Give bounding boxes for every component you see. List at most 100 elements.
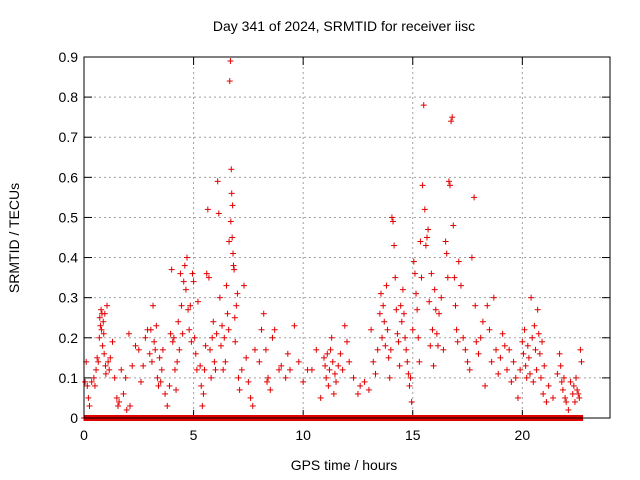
- data-point: [102, 362, 109, 369]
- data-point: [230, 262, 237, 269]
- data-point: [385, 354, 392, 361]
- data-point: [466, 366, 473, 373]
- data-point: [98, 306, 105, 313]
- data-point: [449, 114, 456, 121]
- data-point: [421, 206, 428, 213]
- data-point: [454, 338, 461, 345]
- data-point: [396, 362, 403, 369]
- data-point: [419, 182, 426, 189]
- data-point: [523, 374, 530, 381]
- data-point: [230, 250, 237, 257]
- data-point: [457, 282, 464, 289]
- data-point: [527, 370, 534, 377]
- data-point: [570, 382, 577, 389]
- data-point: [223, 282, 230, 289]
- data-point: [533, 366, 540, 373]
- data-point: [238, 366, 245, 373]
- data-point: [213, 330, 220, 337]
- data-point: [96, 314, 103, 321]
- data-point: [282, 374, 289, 381]
- data-point: [537, 374, 544, 381]
- data-point: [443, 250, 450, 257]
- data-point: [220, 366, 227, 373]
- data-point: [295, 358, 302, 365]
- data-point: [433, 330, 440, 337]
- data-point: [227, 218, 234, 225]
- data-point: [531, 322, 538, 329]
- data-point: [543, 398, 550, 405]
- data-point: [554, 370, 561, 377]
- data-point: [156, 354, 163, 361]
- data-point: [123, 406, 130, 413]
- data-point: [528, 294, 535, 301]
- x-axis-label: GPS time / hours: [291, 457, 398, 473]
- data-point: [249, 402, 256, 409]
- data-point: [226, 78, 233, 85]
- data-point: [97, 322, 104, 329]
- data-point: [471, 194, 478, 201]
- data-point: [91, 382, 98, 389]
- data-point: [330, 390, 337, 397]
- data-point: [346, 358, 353, 365]
- data-point: [95, 358, 102, 365]
- data-point: [217, 342, 224, 349]
- data-point: [227, 58, 234, 65]
- data-point: [399, 286, 406, 293]
- data-point: [140, 362, 147, 369]
- data-point: [137, 378, 144, 385]
- data-point: [405, 370, 412, 377]
- data-point: [339, 366, 346, 373]
- data-point: [395, 338, 402, 345]
- data-point: [431, 286, 438, 293]
- y-tick-label: 0.6: [59, 169, 79, 185]
- data-point: [190, 278, 197, 285]
- data-point: [88, 378, 95, 385]
- y-tick-label: 0.9: [59, 49, 79, 65]
- data-point: [243, 354, 250, 361]
- data-point: [219, 322, 226, 329]
- data-point: [418, 274, 425, 281]
- data-point: [142, 334, 149, 341]
- data-point: [562, 394, 569, 401]
- data-point: [344, 338, 350, 345]
- data-point: [116, 398, 123, 405]
- data-point: [383, 282, 390, 289]
- data-point: [534, 306, 541, 313]
- data-point: [167, 330, 174, 337]
- data-point: [514, 394, 521, 401]
- data-point: [173, 386, 180, 393]
- data-point: [168, 266, 175, 273]
- data-point: [430, 362, 437, 369]
- data-point: [233, 302, 240, 309]
- data-point: [148, 358, 155, 365]
- x-tick-label: 20: [515, 427, 531, 443]
- data-point: [203, 270, 210, 277]
- data-point: [455, 258, 462, 265]
- x-tick-label: 15: [405, 427, 421, 443]
- data-point: [197, 362, 204, 369]
- data-point: [414, 306, 421, 313]
- data-point: [445, 178, 452, 185]
- data-point: [573, 374, 580, 381]
- data-point: [216, 294, 223, 301]
- data-point: [207, 346, 214, 353]
- data-point: [577, 346, 584, 353]
- data-point: [333, 378, 340, 385]
- data-point: [187, 302, 194, 309]
- data-point: [129, 362, 136, 369]
- data-point: [380, 302, 387, 309]
- data-point: [464, 358, 471, 365]
- data-point: [394, 330, 401, 337]
- data-point: [379, 334, 386, 341]
- y-tick-label: 0.3: [59, 290, 79, 306]
- data-point: [320, 354, 327, 361]
- data-point: [560, 374, 567, 381]
- x-tick-label: 5: [190, 427, 198, 443]
- data-point: [497, 354, 504, 361]
- data-point: [265, 374, 272, 381]
- data-point: [388, 214, 395, 221]
- data-point: [420, 102, 427, 109]
- data-point: [557, 362, 564, 369]
- data-point: [422, 242, 429, 249]
- data-point: [82, 378, 89, 385]
